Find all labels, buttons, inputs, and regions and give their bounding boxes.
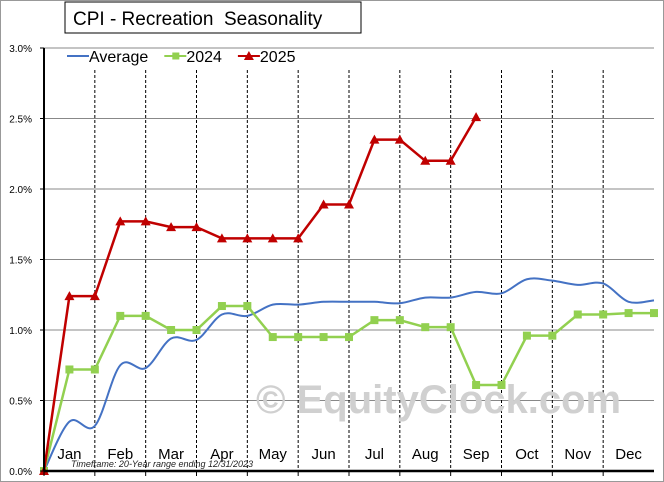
series-2024-point [90,365,99,374]
y-tick-label: 2.0% [9,185,32,196]
footnote: Timeframe: 20-Year range ending 12/31/20… [71,459,253,469]
series-2024-point [573,310,582,319]
series-2024-point [599,310,608,319]
y-tick-label: 0.0% [9,467,32,478]
series-average-line [43,277,655,472]
series-2025-point [242,233,253,243]
y-tick-label: 1.5% [9,256,32,267]
x-tick-label: May [259,446,288,463]
legend: Average 2024 2025 [67,49,296,66]
series-2025-point [420,155,431,165]
series-2024-point [522,331,531,340]
x-tick-label: Apr [210,446,233,463]
series-2024-point [167,326,176,334]
x-tick-label: Oct [515,446,539,463]
legend-2025-label: 2025 [260,49,296,66]
y-tick-label: 0.5% [9,397,32,408]
series-2024-point [624,309,633,318]
series-2024-point [472,380,481,389]
series-2024-point [421,323,430,332]
series-2025-point [115,216,126,226]
series-2024-point [395,316,404,325]
x-tick-label: Jan [57,446,81,463]
x-tick-label: Feb [107,446,133,463]
series-2024-point [141,311,150,320]
x-tick-label: Sep [463,446,490,463]
series-2025-point [64,291,75,301]
series-2025-point [445,155,456,165]
series-2024-point [65,365,74,374]
series-2024-point [345,333,353,342]
series-2025-point [191,222,202,232]
series-2025-point [267,233,278,243]
legend-average-label: Average [89,49,148,66]
series-2025-point [89,291,100,301]
series-2025-point [471,112,482,122]
chart-title: CPI - Recreation Seasonality [73,9,323,30]
series-2024-point [319,333,328,342]
series-2024-point [497,380,506,389]
title-box [64,1,362,34]
series-2024-point [446,323,455,332]
series-2024-point [370,316,379,325]
legend-2025-marker [243,51,254,60]
x-tick-label: Nov [564,446,591,463]
series-2024-point [294,333,303,342]
x-tick-label: Jul [365,446,384,463]
series-2024-point [650,309,658,318]
x-tick-label: Jun [311,446,335,463]
series-2024-point [548,331,557,340]
series-2025-point [394,134,405,144]
series-2025-point [344,199,354,209]
watermark: © EquityClock.com [256,378,621,422]
legend-2024-marker [172,52,180,60]
series-2024-point [243,302,252,311]
series-2025-point [318,199,329,209]
series-2024-point [192,326,201,334]
y-tick-label: 3.0% [9,44,32,55]
legend-2024-label: 2024 [186,49,222,66]
x-tick-label: Dec [615,446,642,463]
series-2025-point [293,233,304,243]
series-2025-point [369,134,380,144]
x-tick-label: Aug [412,446,439,463]
y-tick-label: 2.5% [9,115,32,126]
series-2024-point [116,311,125,320]
series-2025-point [166,222,177,232]
y-tick-label: 1.0% [9,326,32,337]
series-2024-point [217,302,226,311]
x-tick-label: Mar [158,446,184,463]
series-2025-point [140,216,151,226]
series-2025-point [216,233,227,243]
series-2024-point [268,333,277,342]
